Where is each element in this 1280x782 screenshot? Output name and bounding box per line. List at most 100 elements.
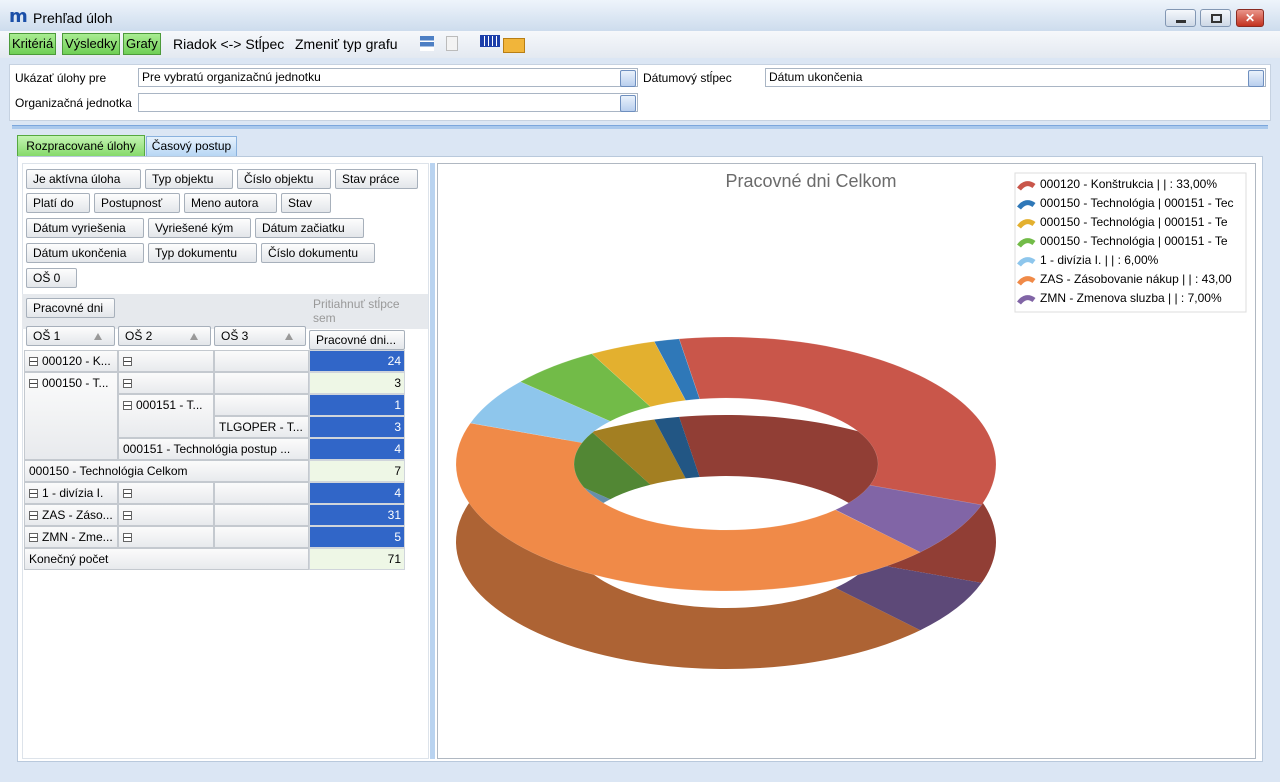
- expand-toggle[interactable]: [123, 357, 132, 366]
- slice-side: [654, 416, 700, 479]
- sort-icon: [285, 333, 293, 340]
- row-cell: [118, 504, 214, 526]
- toolbar-action[interactable]: Riadok <-> Stĺpec: [173, 36, 285, 52]
- field-button[interactable]: Typ objektu: [145, 169, 233, 189]
- row-label: 1 - divízia I.: [42, 486, 104, 500]
- row-cell: [214, 526, 309, 548]
- column-drop-hint: Pritiahnuť stĺpce sem: [313, 297, 400, 325]
- row-label: 000150 - T...: [42, 376, 109, 390]
- combo-box[interactable]: [138, 93, 638, 112]
- toolbar-icon[interactable]: [446, 36, 458, 51]
- expand-toggle[interactable]: [29, 379, 38, 388]
- row-cell: [118, 372, 214, 394]
- row-cell: 000150 - T...: [24, 372, 118, 460]
- row-cell: [118, 350, 214, 372]
- field-button[interactable]: Je aktívna úloha: [26, 169, 141, 189]
- close-button[interactable]: ✕: [1236, 9, 1264, 27]
- value-header[interactable]: Pracovné dni...: [309, 330, 405, 350]
- maximize-button[interactable]: [1200, 9, 1231, 27]
- slice: [591, 341, 687, 408]
- field-button[interactable]: Dátum začiatku: [255, 218, 364, 238]
- row-cell: 000151 - T...: [118, 394, 214, 438]
- field-button[interactable]: Dátum vyriešenia: [26, 218, 144, 238]
- toolbar-button[interactable]: Grafy: [123, 33, 161, 55]
- expand-toggle[interactable]: [29, 511, 38, 520]
- legend-label: 1 - divízia I. | | : 6,00%: [1040, 253, 1159, 267]
- expand-toggle[interactable]: [29, 489, 38, 498]
- legend: 000120 - Konštrukcia | | : 33,00% 000150 …: [1017, 177, 1234, 305]
- legend-swatch: [1017, 181, 1036, 191]
- cell-value: 4: [309, 482, 405, 504]
- legend-label: 000150 - Technológia | 000151 - Tec: [1040, 196, 1234, 210]
- row-cell: [214, 504, 309, 526]
- toolbar-button[interactable]: Výsledky: [62, 33, 121, 55]
- slice-side: [835, 563, 982, 631]
- cell-value: 1: [309, 394, 405, 416]
- field-button[interactable]: Vyriešené kým: [148, 218, 251, 238]
- row-label: ZAS - Záso...: [42, 508, 113, 522]
- expand-toggle[interactable]: [29, 533, 38, 542]
- field-button[interactable]: Číslo objektu: [237, 169, 331, 189]
- legend-swatch: [1017, 276, 1036, 286]
- row-header[interactable]: OŠ 1: [26, 326, 115, 346]
- field-button[interactable]: Stav práce: [335, 169, 418, 189]
- chart: Pracovné dni Celkom 000120 - Konštrukcia …: [455, 171, 1247, 669]
- row-header[interactable]: OŠ 2: [118, 326, 211, 346]
- combo-box[interactable]: Dátum ukončenia: [765, 68, 1266, 87]
- cell-value: 5: [309, 526, 405, 548]
- expand-toggle[interactable]: [123, 533, 132, 542]
- row-label: 000151 - T...: [136, 398, 203, 412]
- tab[interactable]: Časový postup: [146, 136, 237, 157]
- splitter[interactable]: [12, 125, 1268, 129]
- toolbar-action[interactable]: Zmeniť typ grafu: [295, 36, 398, 52]
- tab-active[interactable]: Rozpracované úlohy: [17, 135, 145, 157]
- minimize-button[interactable]: [1165, 9, 1196, 27]
- cell-value: 31: [309, 504, 405, 526]
- row-cell: ZMN - Zme...: [24, 526, 118, 548]
- dropdown-button[interactable]: [620, 95, 636, 112]
- row-cell: 1 - divízia I.: [24, 482, 118, 504]
- legend-swatch: [1017, 219, 1036, 229]
- field-button[interactable]: Meno autora: [184, 193, 277, 213]
- row-header[interactable]: OŠ 3: [214, 326, 306, 346]
- toolbar-button[interactable]: Kritériá: [9, 33, 57, 55]
- combo-value: Pre vybratú organizačnú jednotku: [142, 70, 321, 84]
- field-button[interactable]: Platí do: [26, 193, 90, 213]
- expand-toggle[interactable]: [29, 357, 38, 366]
- cell-value: 71: [309, 548, 405, 570]
- legend-label: 000150 - Technológia | 000151 - Te: [1040, 234, 1228, 248]
- row-label: Konečný počet: [29, 552, 109, 566]
- dropdown-button[interactable]: [620, 70, 636, 87]
- legend-swatch: [1017, 257, 1036, 267]
- row-label: 000150 - Technológia Celkom: [29, 464, 188, 478]
- cell-value: 24: [309, 350, 405, 372]
- expand-toggle[interactable]: [123, 511, 132, 520]
- field-button[interactable]: Postupnosť: [94, 193, 180, 213]
- field-button[interactable]: Číslo dokumentu: [261, 243, 375, 263]
- field-button[interactable]: Stav: [281, 193, 331, 213]
- row-cell: [118, 482, 214, 504]
- field-button[interactable]: OŠ 0: [26, 268, 77, 288]
- panel-splitter[interactable]: [430, 163, 435, 759]
- toolbar: [0, 31, 1280, 58]
- field-button[interactable]: Typ dokumentu: [148, 243, 257, 263]
- cell-value: 3: [309, 372, 405, 394]
- expand-toggle[interactable]: [123, 379, 132, 388]
- expand-toggle[interactable]: [123, 489, 132, 498]
- filter-label: Organizačná jednotka: [15, 96, 132, 110]
- toolbar-icon[interactable]: [480, 35, 500, 47]
- toolbar-icon[interactable]: [420, 36, 434, 51]
- expand-toggle[interactable]: [123, 401, 132, 410]
- row-cell: Konečný počet: [24, 548, 309, 570]
- field-button[interactable]: Dátum ukončenia: [26, 243, 144, 263]
- legend-box: [1014, 172, 1247, 313]
- row-label: 000120 - K...: [42, 354, 111, 368]
- pivot-panel: [22, 163, 429, 759]
- toolbar-icon[interactable]: [503, 38, 525, 53]
- data-field-button[interactable]: Pracovné dni: [26, 298, 115, 318]
- dropdown-button[interactable]: [1248, 70, 1264, 87]
- combo-box[interactable]: Pre vybratú organizačnú jednotku: [138, 68, 638, 87]
- chart-panel: Pracovné dni Celkom 000120 - Konštrukcia …: [437, 163, 1256, 759]
- legend-swatch: [1017, 200, 1036, 210]
